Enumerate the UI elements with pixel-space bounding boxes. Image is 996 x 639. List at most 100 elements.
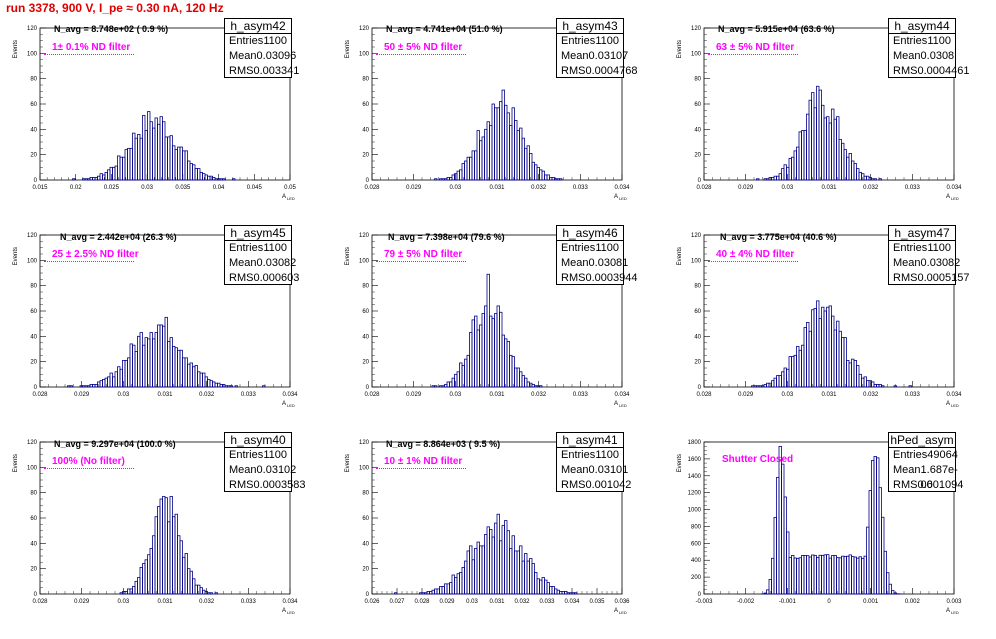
histogram-bin	[223, 179, 226, 180]
histogram-bin	[560, 179, 563, 180]
entries-label: Entries	[561, 448, 595, 463]
filter-leader-dots	[44, 261, 134, 262]
x-tick-label: 0.035	[175, 185, 191, 191]
filter-leader-dots	[44, 54, 134, 55]
rms-label: RMS	[893, 64, 917, 79]
y-tick-label: 40	[30, 334, 37, 340]
run-title: run 3378, 900 V, I_pe ≈ 0.30 nA, 120 Hz	[6, 1, 224, 15]
y-tick-label: 60	[30, 516, 37, 522]
filter-label: 1± 0.1% ND filter	[52, 42, 130, 53]
x-axis-title-sub: LED	[951, 610, 959, 615]
x-tick-label: 0	[827, 599, 831, 605]
y-tick-label: 120	[359, 26, 370, 32]
histogram-bin	[210, 593, 213, 594]
y-tick-label: 0	[34, 178, 38, 184]
rms-label: RMS	[561, 64, 585, 79]
x-tick-label: 0.029	[406, 392, 422, 398]
histogram-name: h_asym45	[225, 226, 291, 241]
x-tick-label: 0.029	[406, 185, 422, 191]
x-axis-title-sub: LED	[287, 196, 295, 201]
entries-value: 49064	[927, 448, 958, 463]
mean-value: 0.03096	[257, 49, 297, 64]
filter-label: Shutter Closed	[722, 454, 793, 465]
y-tick-label: 120	[27, 26, 38, 32]
entries-value: 1100	[927, 34, 951, 49]
entries-value: 1100	[595, 241, 619, 256]
y-tick-label: 100	[691, 51, 702, 57]
entries-value: 1100	[263, 34, 287, 49]
y-tick-label: 40	[30, 127, 37, 133]
x-axis-title: A	[282, 608, 286, 614]
mean-value: 1.687e-06	[921, 463, 958, 478]
y-tick-label: 20	[694, 153, 701, 159]
histogram-name: h_asym42	[225, 19, 291, 34]
entries-value: 1100	[263, 448, 287, 463]
x-tick-label: 0.025	[104, 185, 120, 191]
x-tick-label: 0.027	[389, 599, 405, 605]
y-tick-label: 1200	[688, 491, 702, 497]
histogram-bin	[235, 386, 238, 387]
entries-label: Entries	[229, 34, 263, 49]
x-tick-label: 0.033	[905, 392, 921, 398]
histogram-bin	[540, 386, 543, 387]
y-tick-label: 20	[30, 567, 37, 573]
x-tick-label: 0.032	[199, 392, 215, 398]
x-tick-label: 0.029	[738, 392, 754, 398]
histogram-bin	[575, 593, 578, 594]
y-tick-label: 800	[691, 524, 702, 530]
x-axis-title: A	[946, 194, 950, 200]
y-tick-label: 40	[694, 334, 701, 340]
x-axis-title-sub: LED	[951, 403, 959, 408]
x-tick-label: 0.015	[32, 185, 48, 191]
mean-value: 0.03081	[589, 256, 629, 271]
filter-label: 50 ± 5% ND filter	[384, 42, 462, 53]
x-tick-label: 0.026	[364, 599, 380, 605]
rms-label: RMS	[561, 478, 585, 493]
x-tick-label: 0.034	[282, 392, 298, 398]
rms-value: 0.0005157	[917, 271, 969, 286]
x-tick-label: 0.029	[74, 599, 90, 605]
histogram-bin	[757, 179, 760, 180]
y-tick-label: 80	[694, 284, 701, 290]
y-tick-label: 100	[27, 51, 38, 57]
x-tick-label: 0.034	[946, 392, 962, 398]
x-tick-label: 0.02	[70, 185, 82, 191]
y-tick-label: 120	[691, 26, 702, 32]
mean-value: 0.03107	[589, 49, 629, 64]
y-tick-label: 120	[359, 233, 370, 239]
histogram-bin	[395, 593, 398, 594]
y-tick-label: 80	[362, 77, 369, 83]
x-tick-label: 0.029	[738, 185, 754, 191]
x-tick-label: 0.033	[573, 392, 589, 398]
y-axis-title: Events	[345, 40, 351, 58]
histogram-name: hPed_asym	[889, 433, 955, 448]
entries-label: Entries	[561, 241, 595, 256]
x-tick-label: 0.034	[282, 599, 298, 605]
entries-label: Entries	[893, 34, 927, 49]
rms-value: 0.000603	[253, 271, 299, 286]
x-tick-label: 0.03	[117, 392, 129, 398]
y-tick-label: 120	[27, 233, 38, 239]
x-tick-label: -0.001	[779, 599, 797, 605]
histogram-bin	[73, 179, 76, 180]
histogram-name: h_asym44	[889, 19, 955, 34]
y-axis-title: Events	[13, 40, 19, 58]
y-tick-label: 100	[27, 258, 38, 264]
rms-value: 0.0004461	[917, 64, 969, 79]
y-tick-label: 100	[359, 258, 370, 264]
x-tick-label: 0.028	[364, 185, 380, 191]
mean-label: Mean	[229, 463, 257, 478]
histogram-bin	[909, 386, 912, 387]
y-tick-label: 60	[30, 309, 37, 315]
n-avg-label: N_avg = 8.864e+03 ( 9.5 %)	[386, 439, 500, 449]
histogram-bin	[879, 179, 882, 180]
y-tick-label: 1000	[688, 508, 702, 514]
histogram-bins	[73, 112, 236, 180]
x-axis-title-sub: LED	[287, 610, 295, 615]
